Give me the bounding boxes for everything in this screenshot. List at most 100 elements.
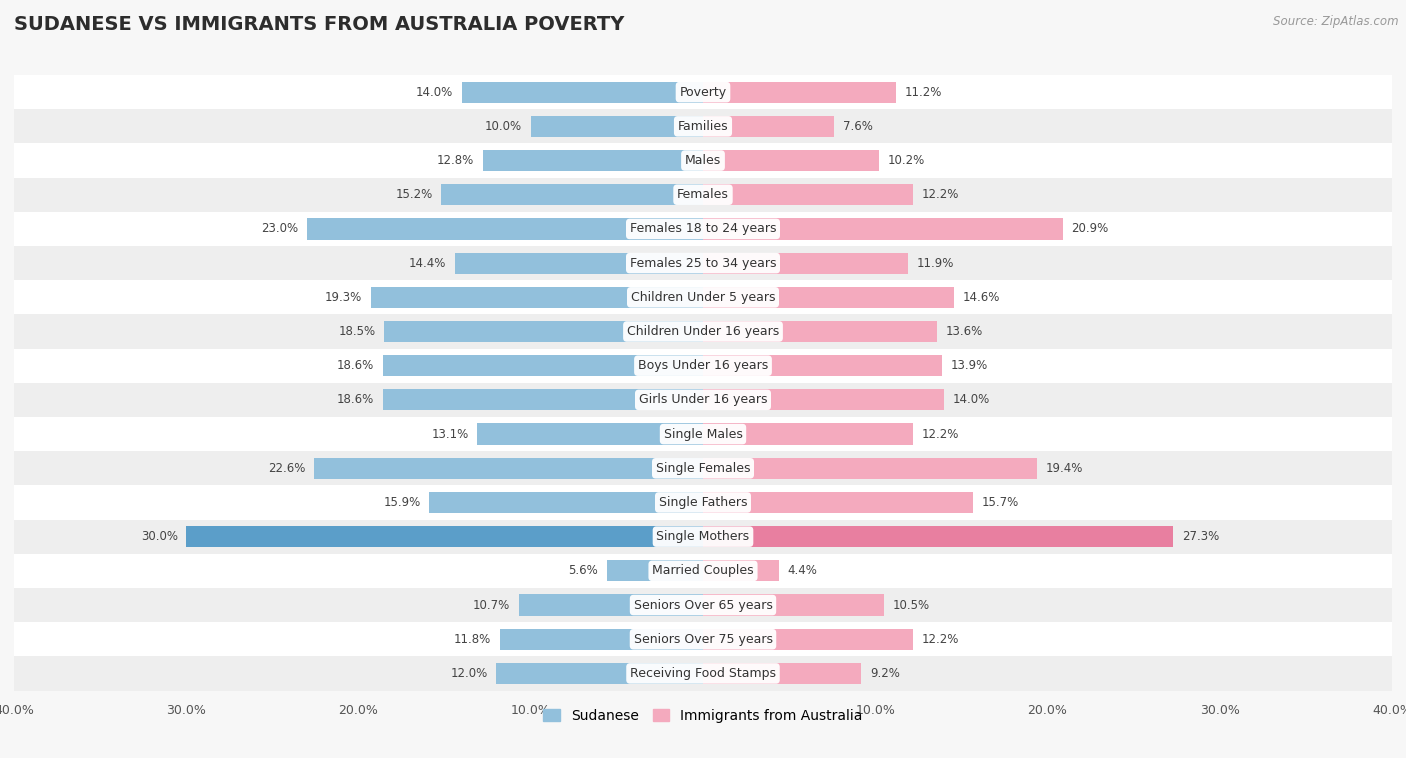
Text: Males: Males: [685, 154, 721, 167]
Bar: [499, 628, 703, 650]
Bar: [14, 177, 1392, 211]
Text: Boys Under 16 years: Boys Under 16 years: [638, 359, 768, 372]
Bar: [441, 184, 703, 205]
Text: 14.0%: 14.0%: [953, 393, 990, 406]
Text: 11.2%: 11.2%: [904, 86, 942, 99]
Bar: [703, 662, 862, 684]
Bar: [461, 82, 703, 103]
Bar: [14, 554, 1392, 588]
Bar: [382, 355, 703, 376]
Bar: [703, 252, 908, 274]
Text: 19.4%: 19.4%: [1046, 462, 1083, 475]
Text: Females 18 to 24 years: Females 18 to 24 years: [630, 222, 776, 236]
Bar: [14, 143, 1392, 177]
Bar: [14, 519, 1392, 554]
Text: Source: ZipAtlas.com: Source: ZipAtlas.com: [1274, 15, 1399, 28]
Text: 10.2%: 10.2%: [887, 154, 925, 167]
Text: 18.6%: 18.6%: [337, 393, 374, 406]
Bar: [14, 211, 1392, 246]
Bar: [703, 150, 879, 171]
Text: 14.6%: 14.6%: [963, 291, 1001, 304]
Bar: [703, 82, 896, 103]
Bar: [531, 116, 703, 137]
Text: 13.6%: 13.6%: [946, 325, 983, 338]
Bar: [703, 628, 912, 650]
Bar: [186, 526, 703, 547]
Bar: [703, 287, 955, 308]
Text: 10.5%: 10.5%: [893, 599, 929, 612]
Text: Females: Females: [678, 188, 728, 201]
Text: 22.6%: 22.6%: [267, 462, 305, 475]
Text: 10.0%: 10.0%: [485, 120, 522, 133]
Bar: [703, 458, 1038, 479]
Text: Single Males: Single Males: [664, 428, 742, 440]
Text: 11.8%: 11.8%: [454, 633, 491, 646]
Text: 9.2%: 9.2%: [870, 667, 900, 680]
Bar: [314, 458, 703, 479]
Text: 12.0%: 12.0%: [450, 667, 488, 680]
Text: 19.3%: 19.3%: [325, 291, 361, 304]
Bar: [703, 594, 884, 615]
Bar: [703, 184, 912, 205]
Bar: [703, 560, 779, 581]
Text: Seniors Over 75 years: Seniors Over 75 years: [634, 633, 772, 646]
Bar: [703, 492, 973, 513]
Text: Single Mothers: Single Mothers: [657, 530, 749, 543]
Text: 10.7%: 10.7%: [472, 599, 510, 612]
Bar: [703, 218, 1063, 240]
Bar: [14, 280, 1392, 315]
Bar: [14, 417, 1392, 451]
Text: 20.9%: 20.9%: [1071, 222, 1109, 236]
Text: Children Under 5 years: Children Under 5 years: [631, 291, 775, 304]
Text: 14.4%: 14.4%: [409, 257, 446, 270]
Bar: [307, 218, 703, 240]
Bar: [703, 355, 942, 376]
Text: 18.6%: 18.6%: [337, 359, 374, 372]
Text: 15.2%: 15.2%: [395, 188, 433, 201]
Bar: [382, 390, 703, 411]
Bar: [14, 383, 1392, 417]
Bar: [14, 451, 1392, 485]
Text: SUDANESE VS IMMIGRANTS FROM AUSTRALIA POVERTY: SUDANESE VS IMMIGRANTS FROM AUSTRALIA PO…: [14, 15, 624, 34]
Bar: [703, 116, 834, 137]
Bar: [14, 315, 1392, 349]
Text: Seniors Over 65 years: Seniors Over 65 years: [634, 599, 772, 612]
Bar: [14, 485, 1392, 519]
Text: Receiving Food Stamps: Receiving Food Stamps: [630, 667, 776, 680]
Text: 30.0%: 30.0%: [141, 530, 177, 543]
Bar: [14, 588, 1392, 622]
Text: Married Couples: Married Couples: [652, 565, 754, 578]
Bar: [384, 321, 703, 342]
Text: 18.5%: 18.5%: [339, 325, 375, 338]
Bar: [482, 150, 703, 171]
Text: 12.8%: 12.8%: [437, 154, 474, 167]
Text: 15.7%: 15.7%: [981, 496, 1019, 509]
Bar: [703, 321, 938, 342]
Bar: [371, 287, 703, 308]
Text: 13.9%: 13.9%: [950, 359, 988, 372]
Bar: [14, 622, 1392, 656]
Bar: [14, 75, 1392, 109]
Bar: [478, 424, 703, 445]
Text: Females 25 to 34 years: Females 25 to 34 years: [630, 257, 776, 270]
Bar: [429, 492, 703, 513]
Text: Girls Under 16 years: Girls Under 16 years: [638, 393, 768, 406]
Bar: [14, 109, 1392, 143]
Bar: [14, 349, 1392, 383]
Legend: Sudanese, Immigrants from Australia: Sudanese, Immigrants from Australia: [537, 703, 869, 728]
Text: 5.6%: 5.6%: [568, 565, 598, 578]
Bar: [703, 390, 945, 411]
Text: 13.1%: 13.1%: [432, 428, 468, 440]
Bar: [14, 246, 1392, 280]
Text: 4.4%: 4.4%: [787, 565, 817, 578]
Bar: [496, 662, 703, 684]
Text: Poverty: Poverty: [679, 86, 727, 99]
Text: Families: Families: [678, 120, 728, 133]
Bar: [703, 424, 912, 445]
Text: Children Under 16 years: Children Under 16 years: [627, 325, 779, 338]
Text: 27.3%: 27.3%: [1182, 530, 1219, 543]
Text: 23.0%: 23.0%: [262, 222, 298, 236]
Text: 12.2%: 12.2%: [922, 188, 959, 201]
Bar: [456, 252, 703, 274]
Text: 11.9%: 11.9%: [917, 257, 953, 270]
